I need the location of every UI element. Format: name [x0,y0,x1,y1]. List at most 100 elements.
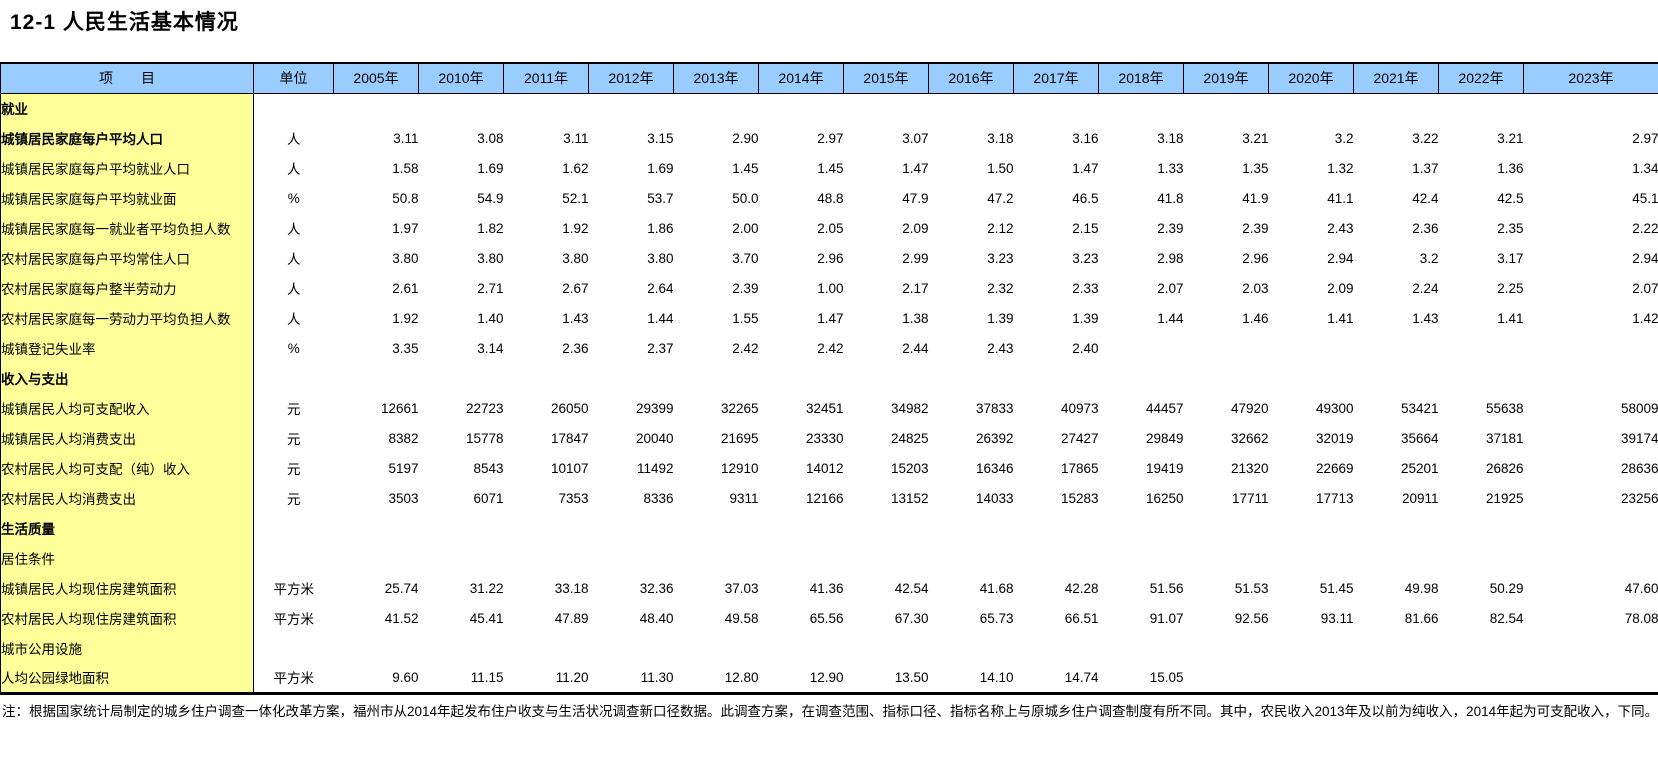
value-cell: 2.37 [647,340,674,356]
value-cell: 8543 [473,460,504,476]
value-cell [1184,543,1269,573]
value-cell [1184,93,1269,123]
table-header-row: 项 目 单位 2005年 2010年 2011年 2012年 2013年 2014年 201… [0,62,1658,94]
value-cell: 1.45 [817,160,844,176]
value-cell: 34982 [890,400,929,416]
value-cell: 3.08 [477,130,504,146]
value-cell: 2.94 [1327,250,1354,266]
value-cell [674,543,759,573]
value-cell: 48.8 [817,190,844,206]
unit-cell [254,513,334,543]
unit-cell: 元 [287,402,301,417]
unit-cell [254,633,334,663]
value-cell: 35664 [1400,430,1439,446]
value-cell: 3.80 [647,250,674,266]
value-cell [1439,543,1524,573]
value-cell: 1.40 [477,310,504,326]
value-cell: 51.56 [1149,580,1184,596]
value-cell: 14012 [805,460,844,476]
value-cell: 26826 [1485,460,1524,476]
value-cell [1439,513,1524,543]
value-cell: 1.47 [902,160,929,176]
value-cell: 47.89 [554,610,589,626]
value-cell: 1.47 [817,310,844,326]
value-cell: 23330 [805,430,844,446]
value-cell: 2.96 [817,250,844,266]
value-cell [334,543,419,573]
value-cell: 92.56 [1234,610,1269,626]
value-cell: 1.82 [477,220,504,236]
value-cell: 1.36 [1497,160,1524,176]
value-cell [759,543,844,573]
value-cell: 3.17 [1497,250,1524,266]
value-cell: 12661 [380,400,419,416]
value-cell: 1.35 [1242,160,1269,176]
value-cell: 32451 [805,400,844,416]
row-label: 农村居民人均现住房建筑面积 [0,603,254,633]
section-row: 收入与支出 [0,363,1658,393]
value-cell: 1.92 [562,220,589,236]
value-cell [1439,333,1524,363]
value-cell: 53421 [1400,400,1439,416]
value-cell: 39174 [1620,430,1658,446]
unit-cell: 元 [287,492,301,507]
value-cell [589,543,674,573]
value-cell [1184,333,1269,363]
value-cell [1439,633,1524,663]
value-cell [334,93,419,123]
table-row: 城镇居民家庭每户平均就业人口 人 1.58 1.69 1.62 1.69 1.45 1.45 1… [0,153,1658,183]
row-label: 农村居民人均消费支出 [0,483,254,513]
value-cell [334,513,419,543]
value-cell [1269,363,1354,393]
item-column-header: 项 目 [0,62,254,94]
value-cell: 2.97 [817,130,844,146]
row-label: 城镇居民家庭每一就业者平均负担人数 [0,213,254,243]
value-cell: 54.9 [477,190,504,206]
table-row: 农村居民人均消费支出 元 3503 6071 7353 8336 9311 12166 1315… [0,483,1658,513]
value-cell: 3.18 [987,130,1014,146]
unit-cell: 元 [287,462,301,477]
value-cell [929,363,1014,393]
year-column-header: 2022年 [1438,62,1524,94]
value-cell: 3.18 [1157,130,1184,146]
value-cell: 22723 [465,400,504,416]
row-label: 城镇居民家庭每户平均人口 [0,123,254,153]
row-label: 农村居民家庭每户平均常住人口 [0,243,254,273]
value-cell: 42.28 [1064,580,1099,596]
value-cell: 3.80 [562,250,589,266]
value-cell: 40973 [1060,400,1099,416]
row-label: 城镇居民人均现住房建筑面积 [0,573,254,603]
value-cell: 28636 [1620,460,1658,476]
value-cell [589,633,674,663]
value-cell [1099,333,1184,363]
value-cell [1184,513,1269,543]
value-cell: 14033 [975,490,1014,506]
value-cell [674,93,759,123]
value-cell: 2.94 [1632,250,1658,266]
value-cell: 93.11 [1320,610,1354,626]
value-cell: 12910 [720,460,759,476]
value-cell: 29849 [1145,430,1184,446]
value-cell: 42.5 [1497,190,1524,206]
value-cell [504,513,589,543]
value-cell: 2.32 [987,280,1014,296]
value-cell [1099,93,1184,123]
value-cell [1099,633,1184,663]
value-cell: 2.99 [902,250,929,266]
year-column-header: 2023年 [1523,62,1658,94]
year-column-header: 2018年 [1098,62,1184,94]
value-cell: 3503 [388,490,419,506]
unit-cell: % [287,340,300,356]
value-cell: 1.58 [392,160,419,176]
value-cell: 3.21 [1497,130,1524,146]
value-cell [1269,333,1354,363]
unit-cell: 人 [287,162,301,177]
year-column-header: 2021年 [1353,62,1439,94]
value-cell: 32019 [1315,430,1354,446]
unit-cell: 人 [287,222,301,237]
value-cell: 21695 [720,430,759,446]
value-cell: 1.32 [1327,160,1354,176]
value-cell: 3.80 [477,250,504,266]
value-cell [1439,93,1524,123]
value-cell [1354,93,1439,123]
